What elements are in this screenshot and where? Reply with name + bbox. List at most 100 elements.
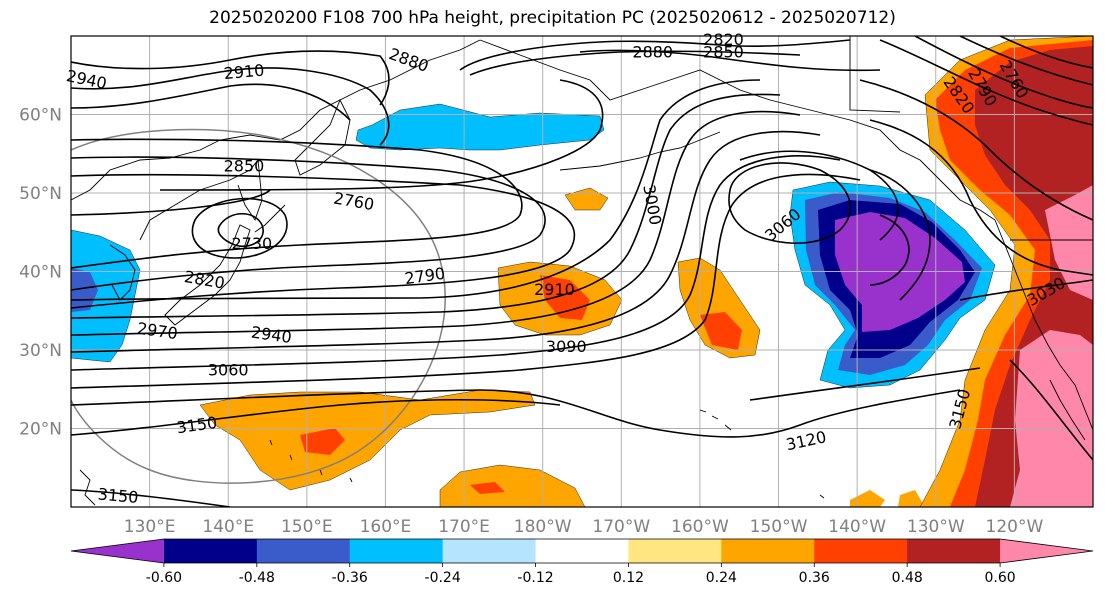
contour-label-text: 3120 (784, 427, 828, 454)
contour-labels: 2940 2910 2880 2880 285028202850276027302820… (65, 30, 1069, 507)
map-title: 2025020200 F108 700 hPa height, precipit… (209, 8, 896, 28)
contour-label: 2970 (136, 319, 179, 343)
contour-ridge-2 (469, 50, 801, 76)
contour-label: 2910 (534, 280, 575, 299)
contour-na-7 (959, 36, 1093, 86)
contour-na-8 (999, 36, 1093, 69)
contour-3150 (71, 398, 561, 436)
contour-mid-3 (71, 110, 801, 336)
contour-label-text: 2820 (703, 30, 744, 49)
coast-na-west (994, 219, 1093, 431)
colorbar-tick-label: -0.60 (146, 570, 182, 586)
coast-philippines (79, 469, 96, 506)
shade-subtropical-red (300, 428, 345, 455)
graticule (71, 36, 1093, 507)
contour-label-text: 2880 (632, 43, 673, 62)
colorbar: -0.60 -0.48 -0.36 -0.24 -0.12 0.12 0.24 0.36 0.4… (70, 538, 1094, 586)
shade-bottom-orange (439, 464, 586, 507)
colorbar-segment (163, 539, 258, 563)
colorbar-segment (721, 539, 815, 563)
longitude-label: 150°W (750, 517, 808, 537)
colorbar-tick-label: 0.60 (985, 570, 1016, 586)
contour-2880-ne (579, 49, 881, 72)
contour-na-5 (869, 214, 910, 286)
colorbar-segment (907, 539, 1001, 563)
shade-subtropical-orange (199, 389, 536, 491)
contour-trough-1 (71, 138, 523, 269)
colorbar-segment (628, 539, 722, 563)
contour-closed-low-2730 (217, 212, 264, 247)
contour-mid-4 (71, 130, 821, 353)
contour-label-text: 2910 (223, 61, 265, 83)
colorbar-tick-label: 0.48 (892, 570, 923, 586)
longitude-label: 130°E (124, 517, 176, 537)
map-frame (70, 35, 1094, 508)
contour-label-text: 3150 (97, 484, 139, 506)
contour-label: 2790 (403, 264, 446, 288)
contour-label-text: 2880 (386, 44, 431, 76)
longitude-labels: 130°E 140°E 150°E 160°E 170°E 180°W 170°W 160°W… (124, 517, 1044, 537)
contour-label: 2880 (632, 43, 673, 62)
colorbar-tick-label: -0.12 (517, 570, 553, 586)
coast-pacific-islands (269, 439, 825, 499)
contour-trough-3 (71, 173, 576, 309)
latitude-label: 30°N (19, 341, 62, 361)
shade-bottom-right-orange (850, 490, 885, 507)
coast-korea (109, 244, 136, 301)
latitude-labels: 20°N 30°N 40°N 50°N 60°N (19, 106, 62, 440)
contour-trough-2 (71, 156, 546, 291)
height-contours (71, 36, 1093, 507)
contour-label: 2880 (386, 44, 431, 76)
contour-na-10 (1009, 359, 1093, 461)
contour-label: 3060 (208, 361, 249, 380)
contour-label-text: 3150 (175, 413, 218, 437)
contour-label-text: 2910 (534, 280, 575, 299)
longitude-label: 160°E (360, 517, 412, 537)
contour-label-text: 2730 (231, 234, 272, 253)
contour-na-6 (914, 36, 1093, 109)
latitude-label: 60°N (19, 106, 62, 126)
colorbar-tick-label: 0.24 (706, 570, 737, 586)
contour-label-text: 2850 (224, 157, 265, 176)
longitude-label: 140°W (828, 517, 886, 537)
contour-label: 3000 (639, 183, 665, 226)
contour-mid-2 (71, 93, 781, 319)
contour-na-1 (879, 39, 1093, 126)
coast-kamchatka (294, 98, 351, 176)
contour-2910-north (71, 67, 390, 146)
colorbar-extend-low (71, 539, 164, 563)
shade-bottom-red (470, 482, 505, 494)
contour-mid-1 (71, 79, 761, 301)
contour-ridge-1 (459, 39, 851, 71)
contour-label-text: 2850 (703, 43, 744, 62)
contour-2880-north (71, 83, 351, 121)
longitude-label: 170°W (592, 517, 650, 537)
colorbar-extend-high (1000, 539, 1093, 563)
shade-japan-royal (71, 268, 98, 312)
longitude-label: 150°E (281, 517, 333, 537)
contour-3060-closed (728, 162, 852, 244)
contour-label-text: 2820 (183, 267, 226, 293)
contour-mid-6 (71, 173, 861, 389)
longitude-label: 140°E (202, 517, 254, 537)
contour-label: 3150 (175, 413, 218, 437)
longitude-label: 160°W (671, 517, 729, 537)
longitude-label: 170°E (438, 517, 490, 537)
contour-label: 2940 (65, 66, 109, 93)
shade-westcoast-pink-south (1010, 330, 1093, 507)
contour-label-text: 2940 (250, 323, 293, 347)
shade-160w-red (700, 312, 742, 350)
longitude-label: 130°W (907, 517, 965, 537)
contour-mid-5 (71, 155, 841, 371)
shade-bottom-right-orange-2 (898, 490, 925, 507)
shade-small-orange (564, 187, 609, 211)
latitude-label: 20°N (19, 420, 62, 440)
contour-label: 2910 (223, 61, 265, 83)
reference-circle (71, 128, 446, 484)
latitude-label: 40°N (19, 263, 62, 283)
contour-na-9 (959, 279, 1093, 301)
contour-trough-4 (159, 79, 604, 191)
contour-label: 2760 (332, 188, 375, 214)
colorbar-tick-label: -0.24 (425, 570, 461, 586)
colorbar-tick-label: -0.48 (239, 570, 275, 586)
